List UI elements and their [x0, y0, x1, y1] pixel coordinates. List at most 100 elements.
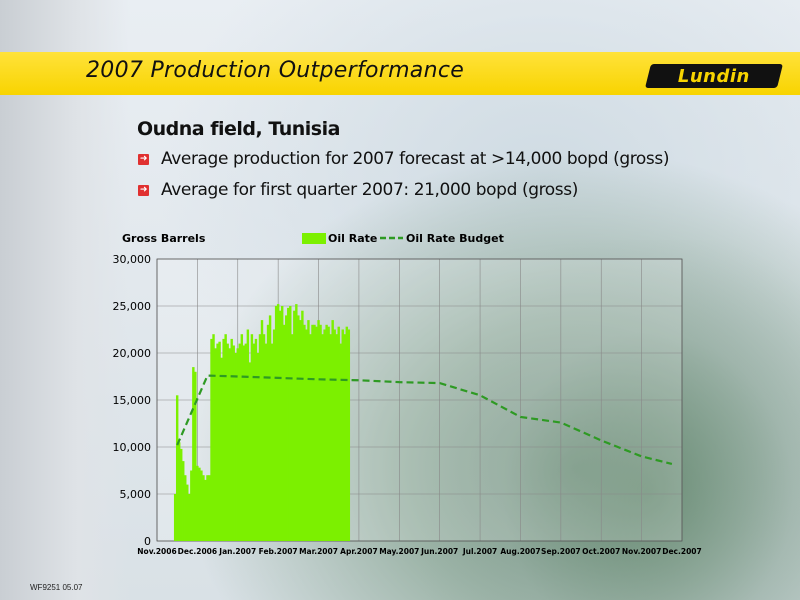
plot-border: [156, 258, 683, 542]
oil-rate-bar: [208, 475, 211, 541]
oil-rate-bar: [214, 348, 217, 541]
slide-subtitle: Oudna field, Tunisia: [137, 118, 340, 140]
oil-rate-bar: [178, 442, 181, 541]
budget-line: [176, 374, 673, 465]
oil-rate-bar: [256, 353, 260, 541]
oil-rate-bar: [240, 334, 244, 541]
oil-rate-bar: [186, 484, 189, 541]
oil-rate-bar: [291, 334, 294, 541]
oil-rate-bar: [184, 475, 187, 541]
oil-rate-budget-line: [176, 374, 673, 465]
oil-rate-bar: [230, 338, 233, 541]
oil-rate-bar: [262, 334, 266, 541]
oil-rate-bar: [345, 326, 349, 541]
background-ship-photo: [420, 240, 800, 600]
oil-rate-bar: [335, 334, 338, 541]
oil-rate-bar: [270, 343, 274, 541]
x-tick-label: Jul.2007: [462, 547, 497, 556]
y-tick-label: 10,000: [113, 441, 152, 454]
oil-rate-bar: [210, 338, 213, 541]
x-tick-label: Nov.2007: [622, 547, 661, 556]
y-tick-label: 0: [144, 535, 151, 548]
y-tick-label: 5,000: [120, 488, 152, 501]
page-title: 2007 Production Outperformance: [86, 58, 465, 83]
bullet-text: Average production for 2007 forecast at …: [161, 149, 670, 169]
bullet-item: ➜ Average for first quarter 2007: 21,000…: [138, 180, 578, 200]
oil-rate-bar: [276, 304, 280, 541]
arrow-right-icon: ➜: [138, 153, 149, 165]
oil-rate-bar: [343, 334, 346, 541]
slide-code: WF9251 05.07: [30, 583, 83, 592]
oil-rate-bar: [173, 494, 177, 541]
oil-rate-bar: [226, 343, 229, 541]
x-axis-ticks: Nov.2006 Dec.2006 Jan.2007 Feb.2007 Mar.2007…: [137, 547, 701, 556]
oil-rate-bar: [280, 306, 284, 541]
oil-rate-bar: [325, 324, 328, 541]
x-tick-label: Feb.2007: [259, 547, 298, 556]
oil-rate-bar: [285, 315, 288, 541]
oil-rate-bar: [337, 326, 340, 541]
legend-label-oil-rate: Oil Rate: [328, 232, 377, 245]
oil-rate-bar: [287, 307, 290, 541]
oil-rate-bar: [242, 345, 246, 541]
oil-rate-bar: [333, 329, 336, 541]
oil-rate-bar: [192, 367, 195, 541]
oil-rate-bar: [246, 329, 250, 541]
oil-rate-bar: [309, 334, 312, 541]
oil-rate-bar: [321, 334, 324, 541]
oil-rate-bar: [204, 479, 207, 541]
oil-rate-bar: [347, 329, 351, 541]
oil-rate-bar: [331, 320, 334, 541]
oil-rate-bar: [190, 470, 193, 541]
background-rig-silhouette: [0, 0, 130, 600]
oil-rate-bar: [315, 326, 318, 541]
oil-rate-bar: [254, 338, 258, 541]
oil-rate-bar: [339, 343, 342, 541]
y-tick-label: 30,000: [113, 253, 152, 266]
oil-rate-bar: [216, 343, 219, 541]
oil-rate-bar: [252, 343, 256, 541]
oil-rate-bar: [323, 329, 326, 541]
legend-label-budget: Oil Rate Budget: [406, 232, 504, 245]
oil-rate-bar: [200, 470, 203, 541]
oil-rate-bars: [173, 304, 351, 541]
y-tick-label: 15,000: [113, 394, 152, 407]
oil-rate-bar: [175, 395, 179, 541]
oil-rate-bar: [202, 475, 205, 541]
oil-rate-bar: [220, 357, 223, 541]
oil-rate-bar: [295, 304, 298, 541]
x-tick-label: Dec.2006: [178, 547, 217, 556]
oil-rate-bar: [212, 334, 215, 541]
bullet-text: Average for first quarter 2007: 21,000 b…: [161, 180, 578, 200]
x-tick-label: Jun.2007: [420, 547, 458, 556]
oil-rate-bar: [236, 348, 239, 541]
oil-rate-bar: [311, 324, 314, 541]
oil-rate-bar: [188, 494, 191, 541]
x-tick-label: Aug.2007: [500, 547, 540, 556]
oil-rate-bar: [260, 320, 264, 541]
oil-rate-bar: [319, 324, 322, 541]
oil-rate-bar: [329, 334, 332, 541]
y-tick-label: 20,000: [113, 347, 152, 360]
oil-rate-bar: [264, 343, 268, 541]
x-tick-label: Mar.2007: [299, 547, 338, 556]
oil-rate-bar: [317, 320, 320, 541]
oil-rate-bar: [218, 341, 221, 541]
oil-rate-bar: [232, 345, 235, 541]
oil-rate-bar: [341, 329, 344, 541]
x-tick-label: Oct.2007: [582, 547, 620, 556]
oil-rate-bar: [238, 343, 241, 541]
oil-rate-bar: [258, 334, 262, 541]
oil-rate-bar: [313, 324, 316, 541]
oil-rate-bar: [206, 475, 209, 541]
oil-rate-bar: [234, 353, 237, 541]
oil-rate-bar: [327, 326, 330, 541]
oil-rate-bar: [301, 310, 304, 541]
oil-rate-bar: [274, 306, 278, 541]
oil-rate-bar: [297, 315, 300, 541]
oil-rate-bar: [244, 343, 248, 541]
oil-rate-bar: [268, 315, 272, 541]
oil-rate-bar: [248, 362, 252, 541]
oil-rate-bar: [228, 348, 231, 541]
